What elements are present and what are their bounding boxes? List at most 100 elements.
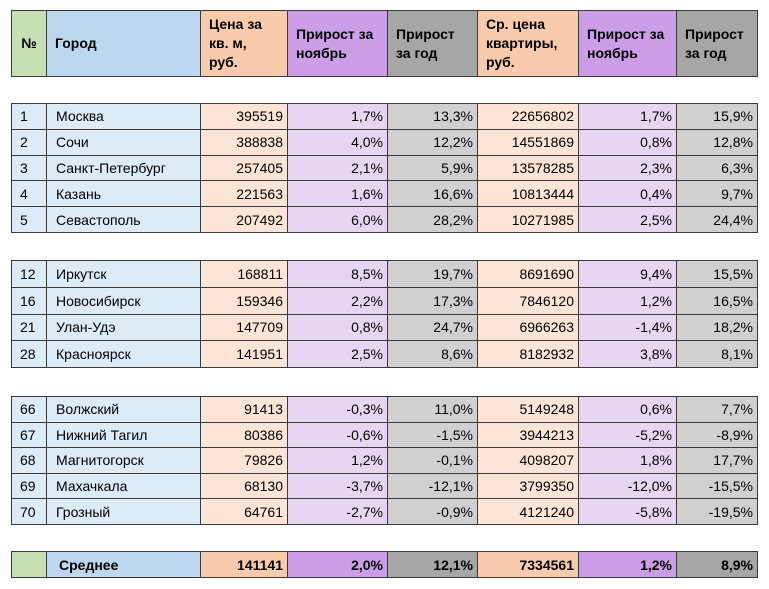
header-cell: № bbox=[11, 10, 47, 77]
value-cell: -0,3% bbox=[287, 396, 388, 423]
value-cell: 19,7% bbox=[387, 260, 478, 288]
rank-cell: 4 bbox=[11, 180, 47, 208]
value-cell: 6,0% bbox=[287, 206, 388, 233]
rank-cell: 70 bbox=[11, 498, 47, 525]
value-cell: 10271985 bbox=[477, 206, 579, 233]
value-cell: 6,3% bbox=[676, 154, 758, 182]
header-cell: Город bbox=[46, 10, 201, 77]
city-cell: Иркутск bbox=[46, 260, 201, 288]
value-cell: 64761 bbox=[200, 498, 288, 525]
value-cell: 17,7% bbox=[676, 447, 758, 474]
value-cell: 1,7% bbox=[287, 103, 388, 130]
rank-cell: 66 bbox=[11, 396, 47, 423]
value-cell: 8,6% bbox=[387, 340, 478, 368]
value-cell: 1,2% bbox=[578, 286, 677, 315]
average-value: 7334561 bbox=[477, 551, 579, 578]
value-cell: 9,4% bbox=[578, 260, 677, 288]
value-cell: 22656802 bbox=[477, 103, 579, 130]
rank-cell: 68 bbox=[11, 447, 47, 474]
value-cell: -1,5% bbox=[387, 421, 478, 449]
average-value: 2,0% bbox=[287, 551, 388, 578]
header-cell: Прирост за год bbox=[387, 10, 478, 77]
value-cell: -2,7% bbox=[287, 498, 388, 525]
value-cell: 8,5% bbox=[287, 260, 388, 288]
header-cell: Прирост за ноябрь bbox=[578, 10, 677, 77]
value-cell: 79826 bbox=[200, 447, 288, 474]
value-cell: 12,8% bbox=[676, 128, 758, 156]
value-cell: 24,4% bbox=[676, 206, 758, 233]
rank-cell: 69 bbox=[11, 472, 47, 500]
value-cell: 5149248 bbox=[477, 396, 579, 423]
average-value: 1,2% bbox=[578, 551, 677, 578]
value-cell: 4,0% bbox=[287, 128, 388, 156]
value-cell: 8182932 bbox=[477, 340, 579, 368]
value-cell: 3,8% bbox=[578, 340, 677, 368]
value-cell: 14551869 bbox=[477, 128, 579, 156]
value-cell: 0,8% bbox=[578, 128, 677, 156]
city-cell: Санкт-Петербург bbox=[46, 154, 201, 182]
rank-cell: 3 bbox=[11, 154, 47, 182]
value-cell: 68130 bbox=[200, 472, 288, 500]
header-cell: Прирост за ноябрь bbox=[287, 10, 388, 77]
value-cell: 2,2% bbox=[287, 286, 388, 315]
average-blank bbox=[11, 551, 47, 578]
value-cell: 0,6% bbox=[578, 396, 677, 423]
value-cell: 7846120 bbox=[477, 286, 579, 315]
value-cell: 168811 bbox=[200, 260, 288, 288]
average-value: 8,9% bbox=[676, 551, 758, 578]
value-cell: 1,8% bbox=[578, 447, 677, 474]
city-cell: Улан-Удэ bbox=[46, 313, 201, 342]
city-cell: Магнитогорск bbox=[46, 447, 201, 474]
value-cell: 2,5% bbox=[578, 206, 677, 233]
value-cell: 2,3% bbox=[578, 154, 677, 182]
value-cell: 10813444 bbox=[477, 180, 579, 208]
value-cell: 141951 bbox=[200, 340, 288, 368]
city-cell: Волжский bbox=[46, 396, 201, 423]
value-cell: 2,5% bbox=[287, 340, 388, 368]
rank-cell: 5 bbox=[11, 206, 47, 233]
header-cell: Прирост за год bbox=[676, 10, 758, 77]
value-cell: 8,1% bbox=[676, 340, 758, 368]
city-cell: Казань bbox=[46, 180, 201, 208]
value-cell: 28,2% bbox=[387, 206, 478, 233]
value-cell: -12,1% bbox=[387, 472, 478, 500]
value-cell: 24,7% bbox=[387, 313, 478, 342]
value-cell: 9,7% bbox=[676, 180, 758, 208]
value-cell: 17,3% bbox=[387, 286, 478, 315]
rank-cell: 1 bbox=[11, 103, 47, 130]
value-cell: -8,9% bbox=[676, 421, 758, 449]
value-cell: 15,5% bbox=[676, 260, 758, 288]
rank-cell: 28 bbox=[11, 340, 47, 368]
value-cell: 2,1% bbox=[287, 154, 388, 182]
city-cell: Севастополь bbox=[46, 206, 201, 233]
value-cell: -12,0% bbox=[578, 472, 677, 500]
value-cell: -5,8% bbox=[578, 498, 677, 525]
value-cell: -15,5% bbox=[676, 472, 758, 500]
city-cell: Красноярск bbox=[46, 340, 201, 368]
value-cell: -0,6% bbox=[287, 421, 388, 449]
header-cell: Цена за кв. м, руб. bbox=[200, 10, 288, 77]
rank-cell: 2 bbox=[11, 128, 47, 156]
value-cell: 11,0% bbox=[387, 396, 478, 423]
value-cell: 16,5% bbox=[676, 286, 758, 315]
rank-cell: 12 bbox=[11, 260, 47, 288]
value-cell: 7,7% bbox=[676, 396, 758, 423]
value-cell: 0,8% bbox=[287, 313, 388, 342]
average-label: Среднее bbox=[46, 551, 201, 578]
value-cell: 12,2% bbox=[387, 128, 478, 156]
value-cell: 18,2% bbox=[676, 313, 758, 342]
value-cell: -5,2% bbox=[578, 421, 677, 449]
city-cell: Махачкала bbox=[46, 472, 201, 500]
value-cell: 16,6% bbox=[387, 180, 478, 208]
value-cell: 395519 bbox=[200, 103, 288, 130]
value-cell: 4098207 bbox=[477, 447, 579, 474]
value-cell: -19,5% bbox=[676, 498, 758, 525]
header-cell: Ср. цена квартиры, руб. bbox=[477, 10, 579, 77]
value-cell: 91413 bbox=[200, 396, 288, 423]
value-cell: 13578285 bbox=[477, 154, 579, 182]
value-cell: 5,9% bbox=[387, 154, 478, 182]
value-cell: 1,7% bbox=[578, 103, 677, 130]
value-cell: 221563 bbox=[200, 180, 288, 208]
value-cell: 15,9% bbox=[676, 103, 758, 130]
